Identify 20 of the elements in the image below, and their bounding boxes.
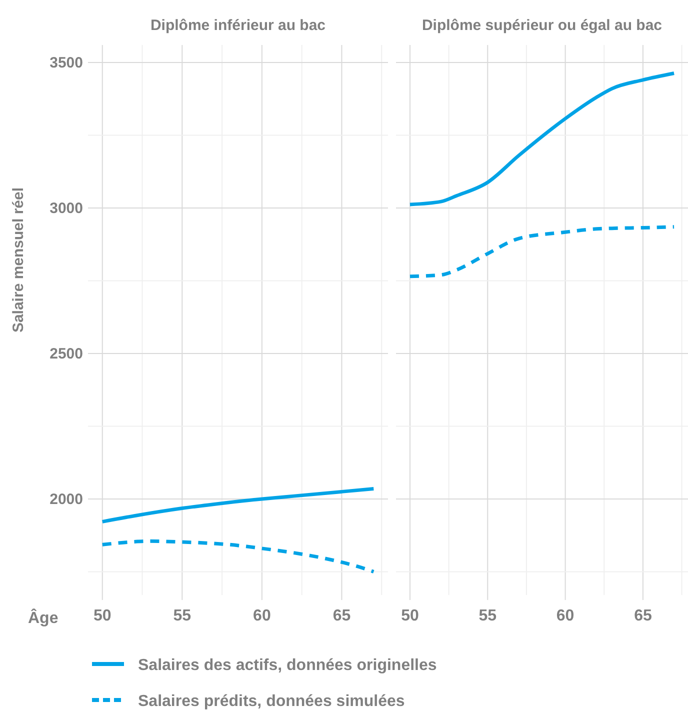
- x-tick-label: 50: [93, 608, 112, 625]
- y-tick-label: 2000: [50, 490, 83, 508]
- y-tick-label: 3000: [50, 200, 83, 217]
- y-tick-label: 3500: [50, 54, 83, 72]
- line-series: [100, 487, 376, 524]
- chart-title: Diplôme inférieur au bac: [150, 17, 326, 34]
- legend-label: Salaires prédits, données simulées: [138, 693, 405, 710]
- x-tick-label: 60: [556, 608, 574, 625]
- x-axis-title: Âge: [28, 608, 58, 627]
- x-tick-label: 60: [253, 608, 271, 625]
- x-tick-label: 55: [173, 608, 192, 625]
- x-tick-label: 50: [401, 608, 419, 625]
- x-tick-label: 55: [478, 608, 497, 625]
- y-axis-title: Salaire mensuel réel: [10, 187, 27, 333]
- x-tick-label: 65: [634, 608, 652, 625]
- legend-label: Salaires des actifs, données originelles: [138, 657, 437, 674]
- y-tick-label: 2500: [50, 345, 83, 362]
- x-tick-label: 65: [332, 608, 351, 625]
- line-series: [100, 539, 376, 574]
- chart-title: Diplôme supérieur ou égal au bac: [422, 17, 662, 34]
